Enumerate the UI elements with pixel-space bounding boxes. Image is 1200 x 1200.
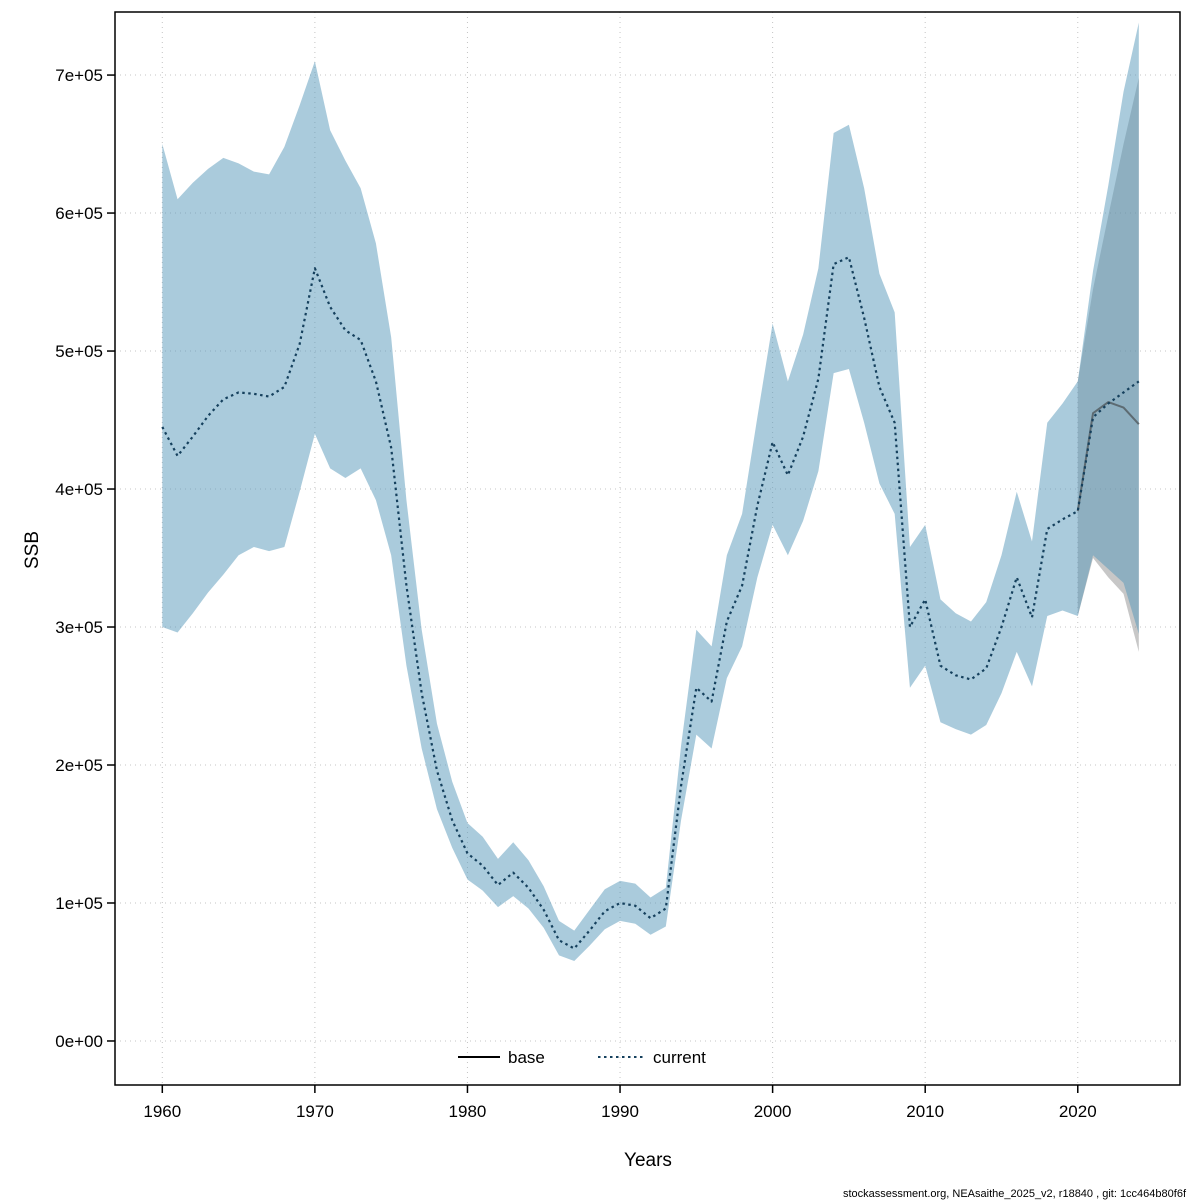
svg-text:3e+05: 3e+05 (55, 618, 103, 637)
svg-text:1960: 1960 (143, 1102, 181, 1121)
legend-current-label: current (653, 1048, 706, 1067)
series-lines (161, 256, 1140, 950)
svg-text:2000: 2000 (754, 1102, 792, 1121)
legend-base-label: base (508, 1048, 545, 1067)
svg-text:0e+00: 0e+00 (55, 1032, 103, 1051)
confidence-bands (162, 22, 1139, 961)
svg-text:1970: 1970 (296, 1102, 334, 1121)
svg-text:1980: 1980 (449, 1102, 487, 1121)
svg-text:2e+05: 2e+05 (55, 756, 103, 775)
svg-text:2020: 2020 (1059, 1102, 1097, 1121)
svg-text:5e+05: 5e+05 (55, 342, 103, 361)
svg-text:6e+05: 6e+05 (55, 204, 103, 223)
axis-ticks (107, 74, 1079, 1093)
y-axis-title: SSB (22, 531, 43, 569)
x-axis-title: Years (624, 1150, 672, 1171)
plot-frame (114, 11, 1181, 1086)
axis-tick-labels: 1960 1970 1980 1990 2000 2010 2020 0e+00 1e+05 2e… (55, 66, 1096, 1121)
svg-text:2010: 2010 (906, 1102, 944, 1121)
svg-text:1990: 1990 (601, 1102, 639, 1121)
svg-text:1e+05: 1e+05 (55, 894, 103, 913)
footer-credit: stockassessment.org, NEAsaithe_2025_v2, … (843, 1188, 1187, 1200)
svg-text:7e+05: 7e+05 (55, 66, 103, 85)
svg-text:4e+05: 4e+05 (55, 480, 103, 499)
